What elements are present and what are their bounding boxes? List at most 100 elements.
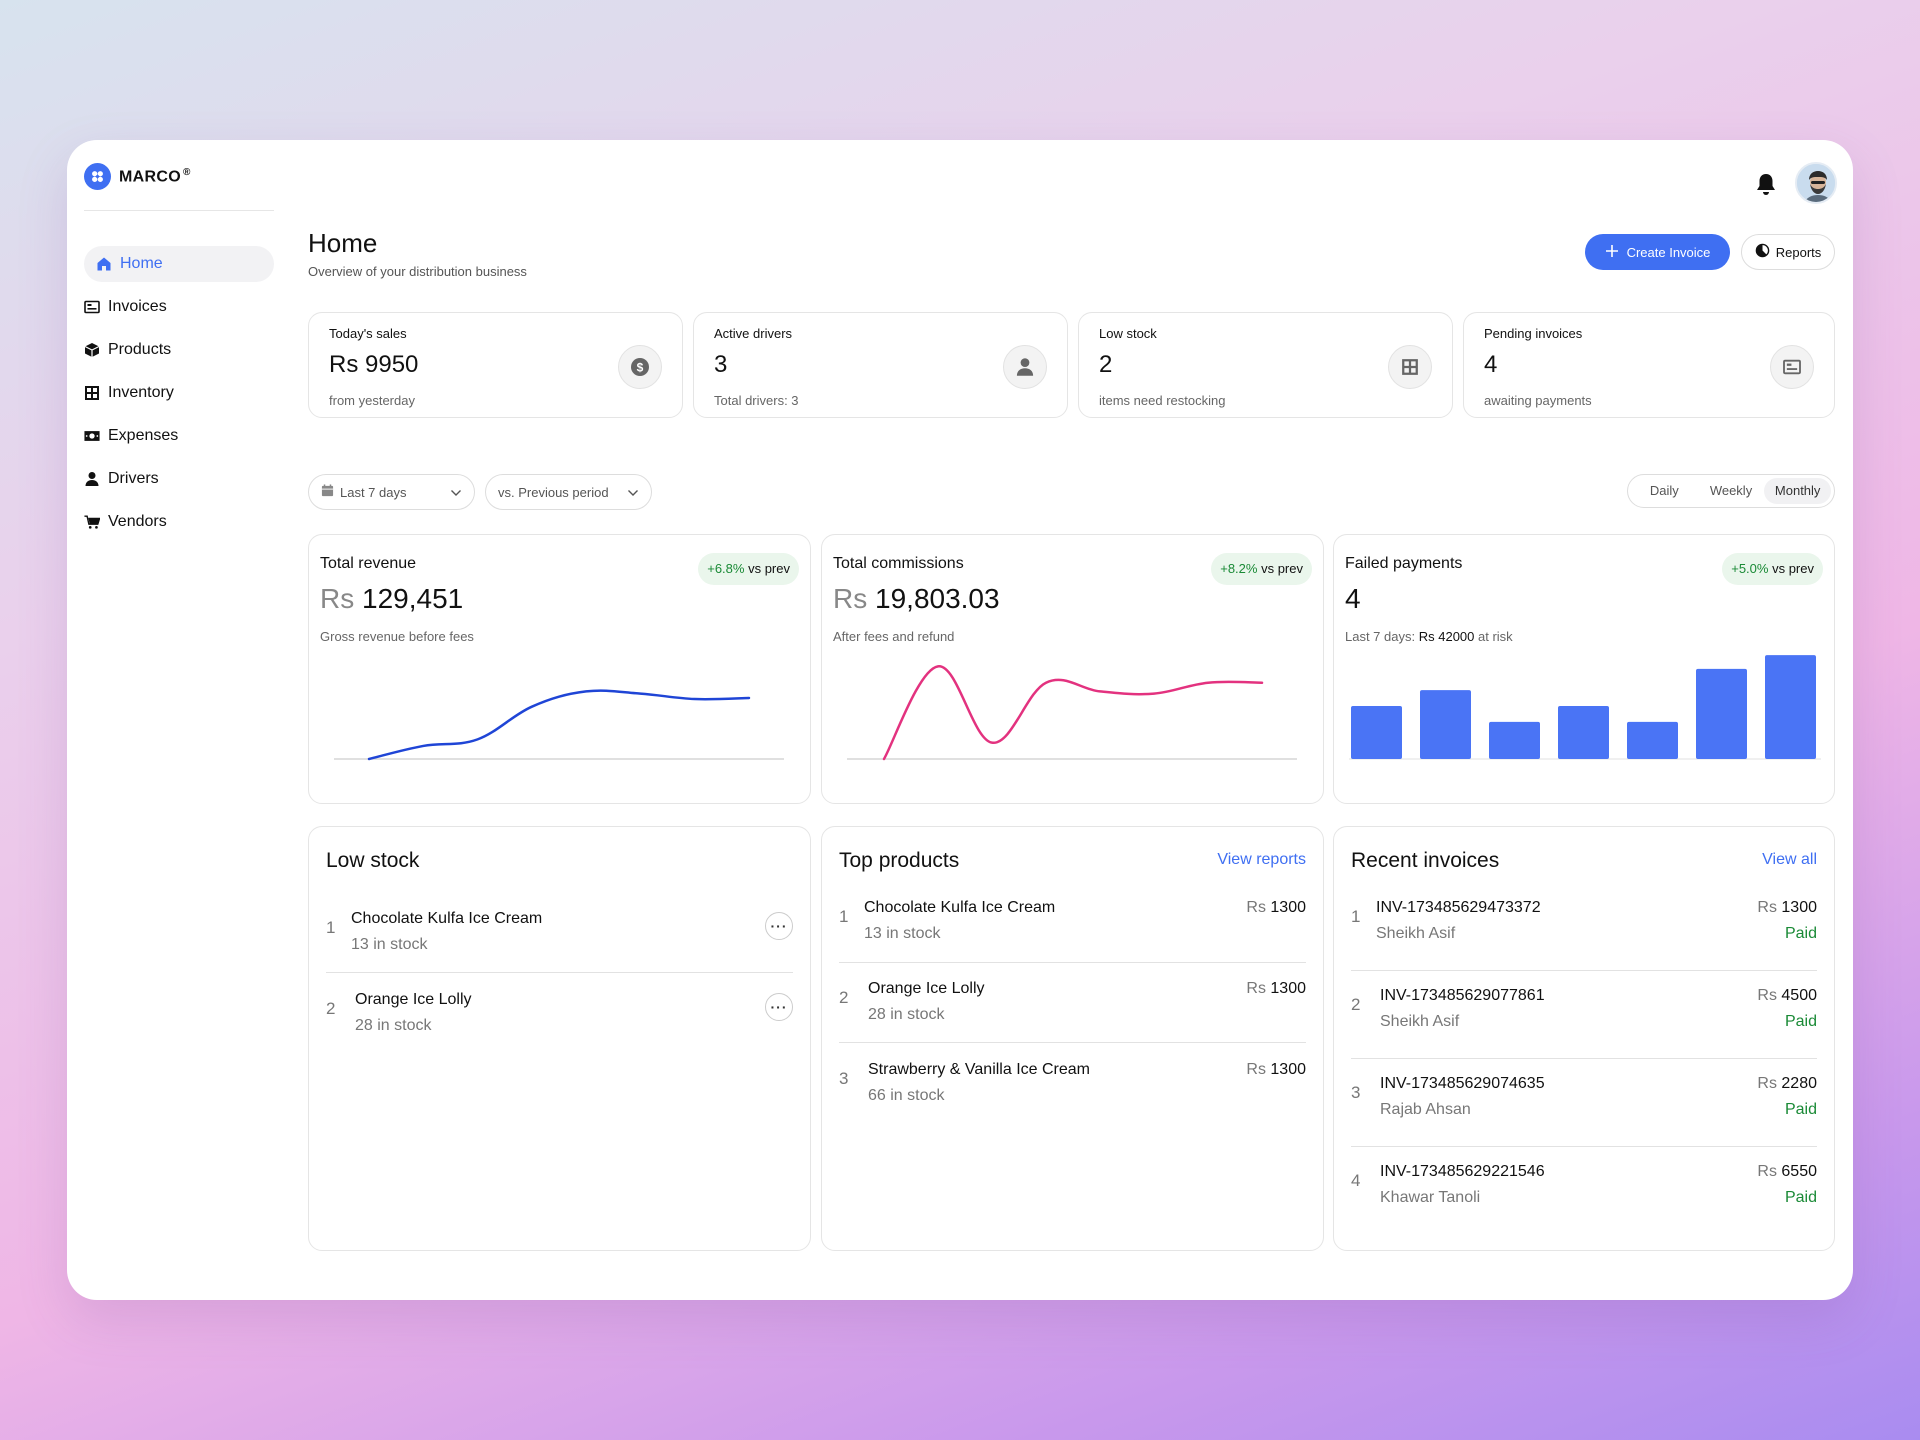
failed-payments-card[interactable]: Failed payments 4 Last 7 days: Rs 42000 … bbox=[1333, 534, 1835, 804]
status-badge: Paid bbox=[1784, 1013, 1817, 1030]
total-revenue-card[interactable]: Total revenue Rs 129,451 Gross revenue b… bbox=[308, 534, 811, 804]
row-stock: 13 in stock bbox=[864, 925, 941, 942]
row-divider bbox=[1351, 1058, 1817, 1059]
brand[interactable]: MARCO ® bbox=[84, 163, 191, 190]
stat-label: Low stock bbox=[1099, 326, 1157, 341]
user-icon bbox=[1003, 345, 1047, 389]
pie-chart-icon bbox=[1755, 243, 1770, 261]
chevron-down-icon bbox=[450, 485, 462, 500]
row-stock: 28 in stock bbox=[868, 1006, 945, 1023]
sidebar-item-expenses[interactable]: Expenses bbox=[84, 418, 274, 454]
view-all-link[interactable]: View all bbox=[1762, 851, 1817, 868]
invoice-amount: Rs 1300 bbox=[1757, 899, 1817, 916]
sidebar-nav: Home Invoices Products Inventory Expense… bbox=[84, 246, 274, 547]
bar bbox=[1558, 706, 1609, 759]
more-options-icon[interactable]: ··· bbox=[765, 912, 793, 940]
panel-title: Top products bbox=[839, 849, 960, 872]
invoice-customer: Rajab Ahsan bbox=[1380, 1101, 1471, 1118]
status-badge: Paid bbox=[1784, 925, 1817, 942]
delta-badge: +5.0% vs prev bbox=[1722, 553, 1823, 585]
avatar[interactable] bbox=[1795, 162, 1837, 204]
row-divider bbox=[839, 962, 1306, 963]
stat-value: Rs 9950 bbox=[329, 351, 419, 378]
stat-foot: Total drivers: 3 bbox=[714, 393, 799, 408]
stat-card-low-stock[interactable]: Low stock 2 items need restocking bbox=[1078, 312, 1453, 418]
row-name: Chocolate Kulfa Ice Cream bbox=[864, 899, 1056, 916]
segment-monthly[interactable]: Monthly bbox=[1764, 478, 1832, 504]
inventory-icon bbox=[84, 385, 100, 401]
row-index: 3 bbox=[1351, 1083, 1361, 1102]
stat-value: 2 bbox=[1099, 351, 1113, 378]
money-icon bbox=[84, 428, 100, 444]
list-item[interactable]: 2 Orange Ice Lolly 28 in stock Rs 1300 bbox=[839, 980, 1306, 1040]
plus-icon bbox=[1605, 244, 1619, 261]
list-item[interactable]: 1 Chocolate Kulfa Ice Cream 13 in stock … bbox=[839, 899, 1306, 959]
card-title: Total commissions bbox=[833, 555, 964, 572]
segment-daily[interactable]: Daily bbox=[1649, 483, 1679, 498]
brand-divider bbox=[84, 210, 274, 211]
row-stock: 28 in stock bbox=[355, 1017, 432, 1034]
row-index: 1 bbox=[839, 907, 849, 926]
row-index: 1 bbox=[326, 918, 336, 937]
row-price: Rs 1300 bbox=[1246, 1061, 1306, 1078]
card-value: 4 bbox=[1345, 583, 1361, 614]
bar bbox=[1765, 655, 1816, 759]
sidebar-item-label: Expenses bbox=[108, 427, 179, 444]
sidebar-item-label: Invoices bbox=[108, 298, 167, 315]
delta-badge: +6.8% vs prev bbox=[698, 553, 799, 585]
table-row[interactable]: 4 INV-173485629221546 Khawar Tanoli Rs 6… bbox=[1351, 1163, 1817, 1223]
sidebar-item-home[interactable]: Home bbox=[84, 246, 274, 282]
inventory-icon bbox=[1388, 345, 1432, 389]
view-reports-link[interactable]: View reports bbox=[1217, 851, 1306, 868]
table-row[interactable]: 1 INV-173485629473372 Sheikh Asif Rs 130… bbox=[1351, 899, 1817, 959]
low-stock-panel: Low stock 1 Chocolate Kulfa Ice Cream 13… bbox=[308, 826, 811, 1251]
row-index: 1 bbox=[1351, 907, 1361, 926]
row-name: Orange Ice Lolly bbox=[355, 991, 472, 1008]
table-row[interactable]: 3 INV-173485629074635 Rajab Ahsan Rs 228… bbox=[1351, 1075, 1817, 1135]
logo-icon bbox=[84, 163, 111, 190]
status-badge: Paid bbox=[1784, 1101, 1817, 1118]
row-divider bbox=[326, 972, 793, 973]
revenue-line-chart bbox=[334, 689, 784, 761]
chevron-down-icon bbox=[627, 485, 639, 500]
row-stock: 13 in stock bbox=[351, 936, 428, 953]
box-icon bbox=[84, 342, 100, 358]
dollar-icon: $ bbox=[618, 345, 662, 389]
segment-weekly[interactable]: Weekly bbox=[1709, 483, 1753, 498]
table-row[interactable]: 2 INV-173485629077861 Sheikh Asif Rs 450… bbox=[1351, 987, 1817, 1047]
page-subtitle: Overview of your distribution business bbox=[308, 264, 527, 279]
sidebar-item-products[interactable]: Products bbox=[84, 332, 274, 368]
sidebar-item-invoices[interactable]: Invoices bbox=[84, 289, 274, 325]
invoice-icon bbox=[1770, 345, 1814, 389]
more-options-icon[interactable]: ··· bbox=[765, 993, 793, 1021]
sidebar-item-drivers[interactable]: Drivers bbox=[84, 461, 274, 497]
series-line bbox=[882, 665, 1264, 761]
sidebar-item-inventory[interactable]: Inventory bbox=[84, 375, 274, 411]
sidebar-item-label: Drivers bbox=[108, 470, 159, 487]
list-item[interactable]: 2 Orange Ice Lolly 28 in stock ··· bbox=[326, 991, 793, 1051]
reports-button[interactable]: Reports bbox=[1741, 234, 1835, 270]
row-index: 2 bbox=[326, 999, 336, 1018]
stat-value: 4 bbox=[1484, 351, 1498, 378]
brand-name: MARCO ® bbox=[119, 166, 191, 186]
row-divider bbox=[1351, 1146, 1817, 1147]
stat-card-todays-sales[interactable]: Today's sales Rs 9950 from yesterday $ bbox=[308, 312, 683, 418]
commissions-line-chart bbox=[847, 665, 1297, 761]
compare-period-select[interactable]: vs. Previous period bbox=[485, 474, 652, 510]
create-invoice-button[interactable]: Create Invoice bbox=[1585, 234, 1730, 270]
list-item[interactable]: 1 Chocolate Kulfa Ice Cream 13 in stock … bbox=[326, 910, 793, 970]
stat-card-pending-invoices[interactable]: Pending invoices 4 awaiting payments bbox=[1463, 312, 1835, 418]
app-window: MARCO ® Home Invoices Products Inventory … bbox=[67, 140, 1853, 1300]
invoice-customer: Sheikh Asif bbox=[1380, 1013, 1460, 1030]
notification-bell-icon[interactable] bbox=[1755, 172, 1777, 196]
sidebar-item-label: Inventory bbox=[108, 384, 174, 401]
list-item[interactable]: 3 Strawberry & Vanilla Ice Cream 66 in s… bbox=[839, 1061, 1306, 1121]
total-commissions-card[interactable]: Total commissions Rs 19,803.03 After fee… bbox=[821, 534, 1324, 804]
row-stock: 66 in stock bbox=[868, 1087, 945, 1104]
date-range-select[interactable]: Last 7 days bbox=[308, 474, 475, 510]
row-divider bbox=[839, 1042, 1306, 1043]
stat-card-active-drivers[interactable]: Active drivers 3 Total drivers: 3 bbox=[693, 312, 1068, 418]
user-icon bbox=[84, 471, 100, 487]
sidebar-item-vendors[interactable]: Vendors bbox=[84, 504, 274, 540]
card-description: After fees and refund bbox=[833, 629, 955, 644]
